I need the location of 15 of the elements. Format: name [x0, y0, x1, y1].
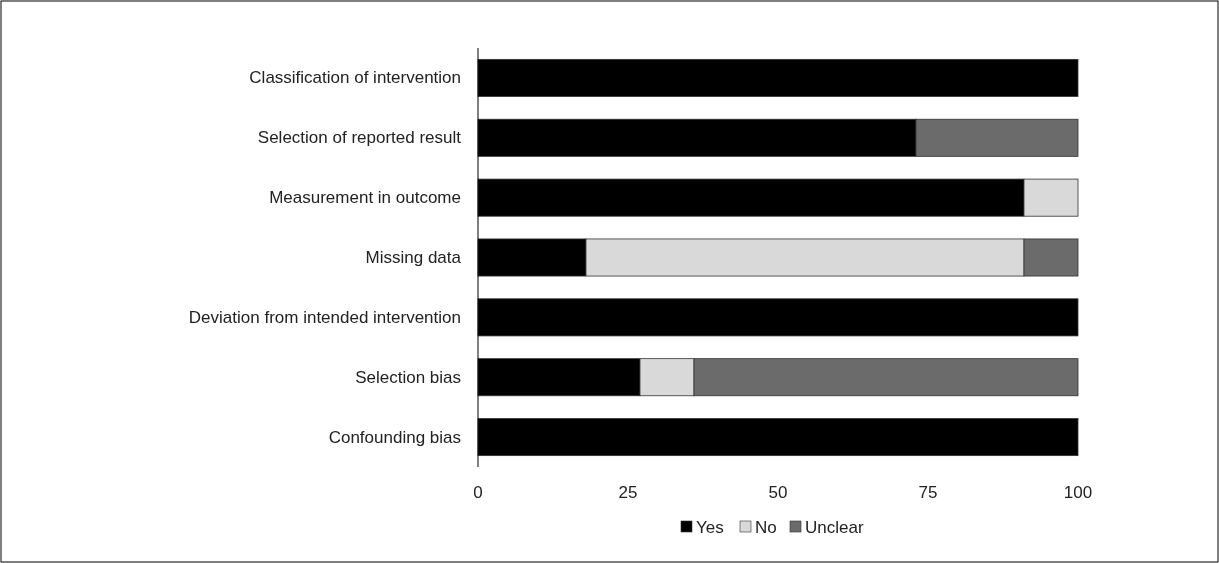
- x-tick-label: 0: [473, 483, 483, 502]
- legend-label: Yes: [696, 517, 724, 537]
- legend-label: No: [755, 517, 777, 537]
- y-tick-label: Confounding bias: [328, 427, 461, 447]
- legend-label: Unclear: [805, 517, 864, 537]
- y-tick-label: Selection bias: [355, 367, 461, 387]
- x-tick-label: 25: [618, 483, 638, 502]
- x-tick-label: 75: [918, 483, 938, 502]
- y-tick-label: Measurement in outcome: [269, 188, 461, 208]
- x-tick-label: 50: [768, 483, 788, 502]
- x-tick-label: 100: [1063, 483, 1093, 502]
- y-tick-label: Selection of reported result: [257, 128, 462, 148]
- y-tick-label: Missing data: [365, 248, 462, 267]
- y-tick-label: Deviation from intended intervention: [188, 307, 461, 327]
- y-tick-label: Classification of intervention: [249, 68, 461, 88]
